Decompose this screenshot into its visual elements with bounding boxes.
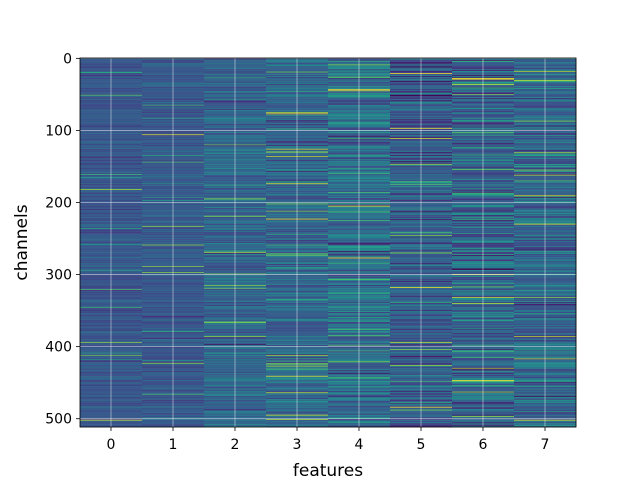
y-axis-label: channels: [12, 204, 32, 280]
plot-frame: [79, 57, 577, 428]
y-tick-label: 200: [45, 196, 72, 212]
x-tick-label: 5: [417, 437, 426, 453]
x-tick-label: 0: [107, 437, 116, 453]
y-axis-ticks: 0 100 200 300 400 500: [45, 51, 80, 428]
x-tick-label: 3: [293, 437, 302, 453]
x-tick-label: 6: [479, 437, 488, 453]
grid: [80, 57, 576, 427]
x-axis-ticks: 0 1 2 3 4 5 6 7: [107, 427, 550, 453]
y-tick-label: 300: [45, 268, 72, 284]
x-tick-label: 7: [541, 437, 550, 453]
y-tick-label: 100: [45, 123, 72, 139]
y-tick-label: 0: [63, 51, 72, 67]
y-tick-label: 500: [45, 412, 72, 428]
y-tick-label: 400: [45, 340, 72, 356]
x-tick-label: 4: [355, 437, 364, 453]
x-tick-label: 2: [231, 437, 240, 453]
x-tick-label: 1: [169, 437, 178, 453]
x-axis-label: features: [293, 461, 363, 480]
plot-area: [80, 58, 577, 428]
